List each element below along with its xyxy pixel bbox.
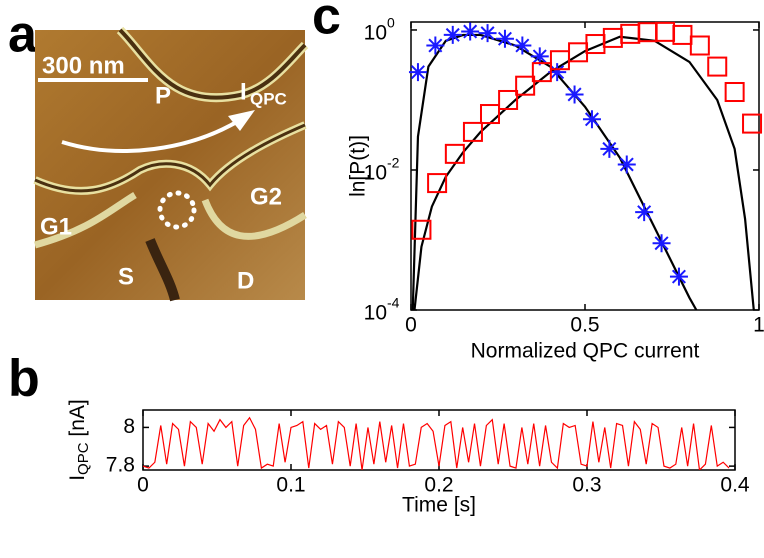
y-tick-exponent: 0 [387, 15, 395, 31]
plot-area [143, 416, 730, 470]
x-tick-label: 1 [753, 314, 764, 337]
square-marker [462, 121, 483, 142]
image-label: G2 [250, 183, 282, 210]
square-marker [620, 23, 641, 44]
current-label-sub: QPC [250, 89, 287, 108]
current-label: I [240, 78, 247, 105]
image-label: S [118, 263, 134, 290]
x-tick-label: 0.4 [720, 474, 750, 497]
y-tick-exponent: -2 [387, 155, 400, 171]
square-marker [672, 24, 693, 45]
y-tick-label: 10 [364, 162, 387, 185]
square-marker [515, 75, 536, 96]
y-axis-label-sub: QPC [75, 442, 92, 475]
asterisk-marker [495, 29, 514, 48]
current-trace [143, 416, 730, 470]
asterisk-marker [426, 36, 445, 55]
asterisk-marker [478, 24, 497, 43]
afm-image [33, 26, 309, 302]
image-label: G1 [40, 213, 72, 240]
x-tick-label: 0 [405, 314, 417, 337]
x-tick-label: 0.2 [424, 474, 453, 497]
panel-label: a [8, 6, 38, 64]
y-axis-label-unit: [nA] [66, 399, 89, 442]
asterisk-marker [408, 63, 427, 82]
asterisk-marker [669, 267, 688, 286]
square-marker [707, 56, 728, 77]
square-marker [689, 35, 710, 56]
asterisk-marker [582, 110, 601, 129]
plot-frame [410, 21, 760, 311]
square-marker [427, 173, 448, 194]
x-tick-label: 0 [137, 474, 149, 497]
y-axis-label-main: I [66, 475, 89, 481]
square-marker [444, 143, 465, 164]
square-marker [742, 113, 763, 134]
asterisk-marker [635, 203, 654, 222]
asterisk-marker [443, 25, 462, 44]
asterisk-marker [530, 47, 549, 66]
square-marker [498, 89, 519, 110]
y-tick-label: 10 [364, 302, 387, 325]
x-tick-label: 0.3 [572, 474, 601, 497]
y-tick-exponent: -4 [387, 295, 400, 311]
asterisk-marker [461, 22, 480, 41]
plot-area [411, 33, 755, 310]
y-axis-label: IQPC [nA] [66, 399, 92, 481]
square-marker [531, 62, 552, 83]
x-tick-label: 0.1 [276, 474, 305, 497]
asterisk-marker [617, 155, 636, 174]
asterisk-marker [652, 234, 671, 253]
fit-line [411, 33, 698, 310]
square-marker [479, 104, 500, 125]
y-tick-label: 7.8 [106, 454, 135, 477]
image-label: D [237, 267, 254, 294]
square-marker [724, 82, 745, 103]
x-axis-label: Normalized QPC current [471, 340, 700, 363]
asterisk-marker [513, 36, 532, 55]
y-tick-label: 10 [364, 22, 387, 45]
fit-line [413, 35, 755, 310]
asterisk-marker [548, 63, 567, 82]
y-axis-label: ln[P(t)] [347, 135, 370, 197]
scale-bar-label: 300 nm [42, 52, 125, 79]
image-label: P [155, 82, 171, 109]
asterisk-marker [600, 139, 619, 158]
y-tick-label: 8 [123, 415, 135, 438]
x-tick-label: 0.5 [570, 314, 599, 337]
square-marker [411, 219, 432, 240]
x-axis-label: Time [s] [402, 494, 476, 517]
asterisk-marker [565, 85, 584, 104]
panel-label: c [312, 0, 341, 46]
panel-label: b [8, 350, 40, 408]
square-marker [655, 21, 676, 42]
